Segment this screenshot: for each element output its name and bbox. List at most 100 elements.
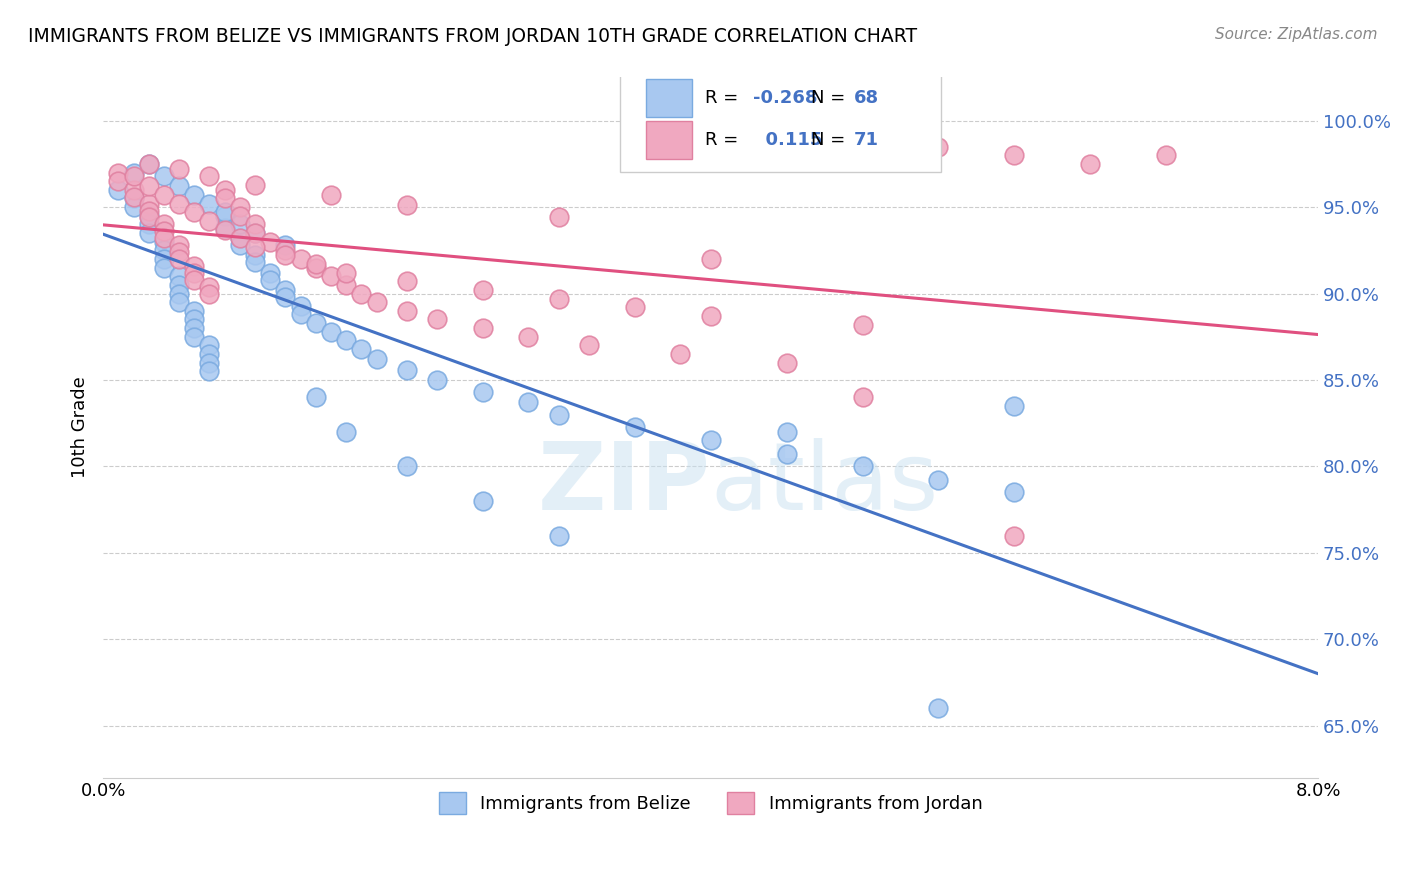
Point	[167, 295, 190, 310]
Point	[243, 218, 266, 232]
Point	[699, 434, 721, 448]
Point	[350, 286, 373, 301]
Point	[517, 395, 540, 409]
Point	[138, 196, 160, 211]
Point	[138, 209, 160, 223]
Point	[274, 283, 297, 297]
Text: -0.268: -0.268	[754, 89, 818, 107]
Point	[243, 226, 266, 240]
Point	[1002, 485, 1025, 500]
Point	[122, 169, 145, 183]
Point	[305, 260, 328, 275]
Point	[138, 157, 160, 171]
Point	[198, 169, 221, 183]
Point	[395, 303, 418, 318]
Point	[547, 292, 569, 306]
Point	[214, 209, 236, 223]
Point	[167, 179, 190, 194]
Point	[183, 266, 205, 280]
Point	[138, 218, 160, 232]
Point	[214, 220, 236, 235]
Point	[198, 364, 221, 378]
Point	[229, 200, 252, 214]
Point	[198, 338, 221, 352]
Point	[167, 252, 190, 266]
Point	[259, 266, 281, 280]
FancyBboxPatch shape	[620, 56, 942, 172]
Point	[229, 238, 252, 252]
Point	[214, 222, 236, 236]
Point	[1002, 399, 1025, 413]
Point	[290, 307, 312, 321]
Point	[319, 325, 342, 339]
Point	[426, 312, 449, 326]
Point	[471, 321, 494, 335]
Point	[167, 238, 190, 252]
Point	[395, 459, 418, 474]
Text: R =: R =	[704, 89, 744, 107]
Point	[471, 494, 494, 508]
Point	[183, 321, 205, 335]
Point	[274, 244, 297, 258]
Point	[198, 196, 221, 211]
Point	[699, 309, 721, 323]
Point	[153, 224, 176, 238]
Point	[122, 165, 145, 179]
Point	[366, 352, 388, 367]
Point	[851, 390, 873, 404]
Point	[775, 425, 797, 439]
Point	[122, 191, 145, 205]
Point	[305, 316, 328, 330]
Point	[471, 385, 494, 400]
Point	[198, 214, 221, 228]
Point	[153, 218, 176, 232]
Point	[198, 286, 221, 301]
Point	[167, 196, 190, 211]
Point	[153, 260, 176, 275]
Point	[107, 174, 129, 188]
Point	[243, 240, 266, 254]
Point	[183, 205, 205, 219]
Text: atlas: atlas	[710, 437, 939, 530]
Point	[167, 245, 190, 260]
Point	[229, 231, 252, 245]
Point	[927, 139, 949, 153]
Point	[153, 169, 176, 183]
Point	[122, 183, 145, 197]
Point	[319, 188, 342, 202]
Point	[274, 248, 297, 262]
Point	[198, 279, 221, 293]
Point	[578, 338, 600, 352]
Text: R =: R =	[704, 131, 744, 150]
Point	[214, 205, 236, 219]
Point	[138, 211, 160, 225]
Point	[335, 425, 357, 439]
Text: 0.115: 0.115	[754, 131, 823, 150]
Point	[290, 299, 312, 313]
Point	[290, 252, 312, 266]
Point	[547, 528, 569, 542]
Point	[851, 318, 873, 332]
Point	[259, 273, 281, 287]
Point	[107, 165, 129, 179]
Point	[669, 347, 692, 361]
Text: 68: 68	[853, 89, 879, 107]
Point	[183, 259, 205, 273]
Point	[183, 312, 205, 326]
Point	[138, 179, 160, 194]
Point	[138, 226, 160, 240]
Point	[167, 286, 190, 301]
Text: IMMIGRANTS FROM BELIZE VS IMMIGRANTS FROM JORDAN 10TH GRADE CORRELATION CHART: IMMIGRANTS FROM BELIZE VS IMMIGRANTS FRO…	[28, 27, 917, 45]
Point	[775, 447, 797, 461]
Point	[153, 231, 176, 245]
Point	[305, 257, 328, 271]
FancyBboxPatch shape	[647, 120, 692, 160]
Y-axis label: 10th Grade: 10th Grade	[72, 376, 89, 478]
Text: N =: N =	[811, 131, 852, 150]
Point	[274, 290, 297, 304]
Point	[167, 162, 190, 177]
Point	[547, 211, 569, 225]
Text: 71: 71	[853, 131, 879, 150]
Point	[547, 408, 569, 422]
Point	[183, 330, 205, 344]
